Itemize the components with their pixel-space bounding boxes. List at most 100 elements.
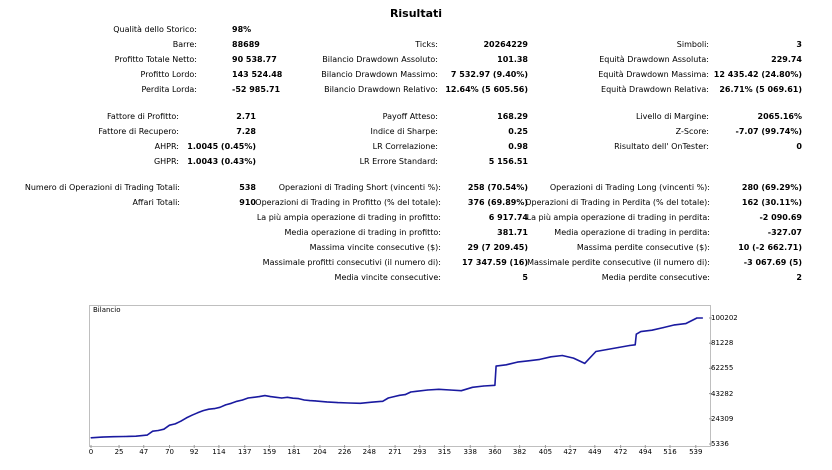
balance-point <box>269 396 272 398</box>
ratio-label: AHPR: <box>154 142 179 151</box>
trade-label: Operazioni di Trading in Perdita (% del … <box>525 198 710 207</box>
balance-point <box>303 399 305 401</box>
stat-label: Bilancio Drawdown Relativo: <box>324 85 438 94</box>
balance-point <box>550 356 552 358</box>
balance-point <box>337 402 339 404</box>
ratio-label: Fattore di Profitto: <box>107 112 179 121</box>
stat-label: Ticks: <box>415 40 438 49</box>
balance-point <box>185 417 187 419</box>
ratio-value: 7.28 <box>236 127 256 136</box>
trade-label: La più ampia operazione di trading in pr… <box>256 213 441 222</box>
balance-point <box>174 423 176 425</box>
stat-label: Bilancio Drawdown Assoluto: <box>322 55 438 64</box>
trade-label: La più ampia operazione di trading in pe… <box>526 213 710 222</box>
balance-point <box>696 317 698 319</box>
balance-point <box>281 397 283 399</box>
stat-value: 90 538.77 <box>232 55 277 64</box>
stat-value: 12 435.42 (24.80%) <box>713 70 802 79</box>
x-tick-label: 0 <box>88 448 94 456</box>
balance-point <box>168 424 171 426</box>
ratio-value: 0.98 <box>508 142 528 151</box>
balance-point <box>275 396 277 398</box>
stat-value: -52 985.71 <box>232 85 281 94</box>
y-tick-label: 43282 <box>711 389 734 398</box>
x-tick-label: 137 <box>238 448 252 456</box>
stat-label: Barre: <box>172 40 197 49</box>
balance-point <box>495 365 497 367</box>
balance-point <box>539 358 541 360</box>
trade-label: Massimale profitti consecutivi (il numer… <box>262 258 441 267</box>
trade-value: 5 <box>522 273 528 282</box>
ratio-value: -7.07 (99.74%) <box>735 127 802 136</box>
ratio-label: Fattore di Recupero: <box>98 127 179 136</box>
balance-line <box>90 317 703 439</box>
balance-point <box>528 360 530 362</box>
balance-point <box>584 362 586 364</box>
balance-point <box>606 348 608 351</box>
balance-chart <box>89 305 711 447</box>
trade-value: 280 (69.29%) <box>741 183 802 192</box>
balance-point <box>197 412 199 414</box>
x-tick-label: 494 <box>638 448 652 456</box>
balance-point <box>225 404 227 406</box>
y-tick-label: 5336 <box>711 440 729 448</box>
ratio-label: Payoff Atteso: <box>382 112 438 121</box>
balance-point <box>348 402 350 404</box>
x-tick-label: 472 <box>613 448 628 456</box>
x-tick-label: 271 <box>388 448 402 456</box>
balance-point <box>112 436 114 438</box>
trade-value: 2 <box>796 273 802 282</box>
balance-point <box>90 437 92 439</box>
balance-point <box>460 390 462 392</box>
balance-point <box>404 394 406 396</box>
stat-label: Profitto Lordo: <box>140 70 197 79</box>
balance-point <box>516 361 519 363</box>
trade-value: 6 917.74 <box>488 213 528 222</box>
ratio-value: 0 <box>796 142 802 151</box>
balance-point <box>152 430 154 432</box>
quality-value: 98% <box>232 25 252 34</box>
ratio-value: 1.0043 (0.43%) <box>187 157 256 166</box>
x-tick-label: 516 <box>663 448 677 456</box>
y-tick-label: 62255 <box>711 364 734 373</box>
balance-point <box>264 395 266 397</box>
balance-point <box>561 354 563 357</box>
trade-label: Media operazione di trading in perdita: <box>554 228 710 237</box>
trade-value: 258 (70.54%) <box>467 183 528 192</box>
x-tick-label: 539 <box>689 448 703 456</box>
trade-value: -3 067.69 (5) <box>743 258 802 267</box>
balance-point <box>157 429 159 432</box>
x-tick-label: 92 <box>189 448 199 456</box>
x-tick-label: 248 <box>362 448 376 456</box>
ratio-label: Z-Score: <box>675 127 709 136</box>
stat-value: 3 <box>796 40 802 49</box>
stat-label: Bilancio Drawdown Massimo: <box>321 70 438 79</box>
x-tick-label: 226 <box>337 448 352 456</box>
x-tick-label: 204 <box>313 448 327 456</box>
balance-point <box>382 400 384 402</box>
x-tick-label: 159 <box>262 448 277 456</box>
stat-label: Equità Drawdown Assoluta: <box>599 55 709 64</box>
balance-point <box>191 414 193 416</box>
trade-label: Operazioni di Trading in Profitto (% del… <box>255 198 441 207</box>
stat-label: Simboli: <box>676 40 709 49</box>
x-tick-label: 405 <box>538 448 553 456</box>
balance-point <box>662 327 664 329</box>
trade-label: Affari Totali: <box>132 198 180 207</box>
stat-value: 143 524.48 <box>232 70 283 79</box>
stat-value: 101.38 <box>497 55 528 64</box>
x-tick-label: 114 <box>212 448 226 456</box>
balance-point <box>370 401 373 403</box>
trade-label: Media operazione di trading in profitto: <box>284 228 442 237</box>
ratio-label: Risultato dell' OnTester: <box>614 142 709 151</box>
trade-label: Operazioni di Trading Long (vincenti %): <box>549 183 710 192</box>
stat-value: 7 532.97 (9.40%) <box>450 70 528 79</box>
x-tick-label: 449 <box>588 448 602 456</box>
ratio-value: 2065.16% <box>757 112 802 121</box>
balance-point <box>438 388 440 390</box>
trade-value: -2 090.69 <box>759 213 802 222</box>
trade-value: 376 (69.89%) <box>467 198 528 207</box>
balance-point <box>415 390 417 392</box>
balance-point <box>314 400 316 402</box>
balance-point <box>309 400 311 402</box>
